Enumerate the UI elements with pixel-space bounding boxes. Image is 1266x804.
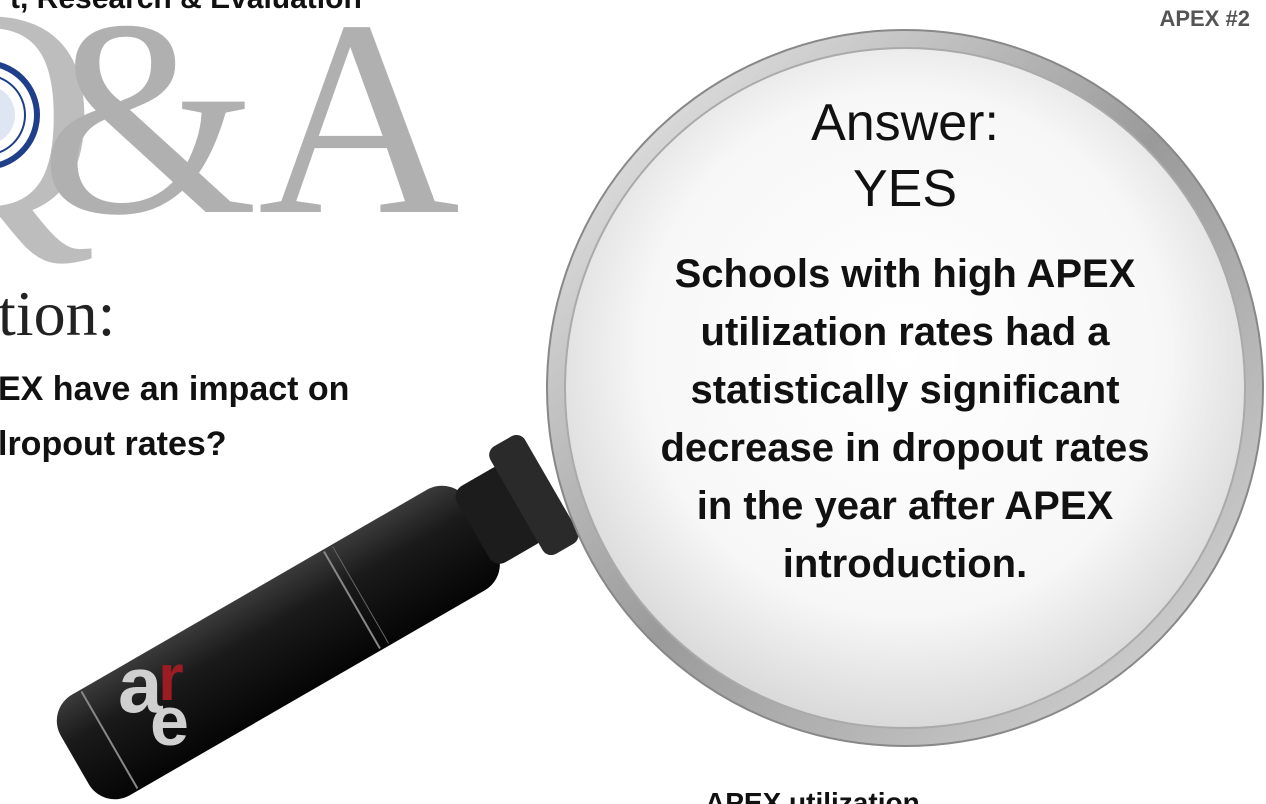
logo-letter: e xyxy=(150,682,189,760)
question-line: EX have an impact on xyxy=(0,370,349,408)
answer-line: introduction. xyxy=(783,542,1027,586)
answer-line: Schools with high APEX xyxy=(675,252,1136,296)
answer-line: decrease in dropout rates xyxy=(660,426,1149,470)
answer-line: in the year after APEX xyxy=(697,484,1114,528)
question-label: tion: xyxy=(0,278,115,349)
question-line: lropout rates? xyxy=(0,425,227,463)
answer-label: Answer: xyxy=(811,94,999,152)
answer-line: statistically significant xyxy=(690,368,1119,412)
magnifier-handle xyxy=(44,431,582,804)
answer-verdict: YES xyxy=(853,160,957,218)
report-tag: APEX #2 xyxy=(1160,6,1251,31)
infographic: t, Research & Evaluation APEX #2 Q &A ti… xyxy=(0,0,1266,804)
page: t, Research & Evaluation APEX #2 Q &A ti… xyxy=(0,0,1266,804)
footer-caption: APEX utilization xyxy=(705,787,920,804)
amp-a: &A xyxy=(40,0,460,273)
answer-line: utilization rates had a xyxy=(701,310,1111,354)
